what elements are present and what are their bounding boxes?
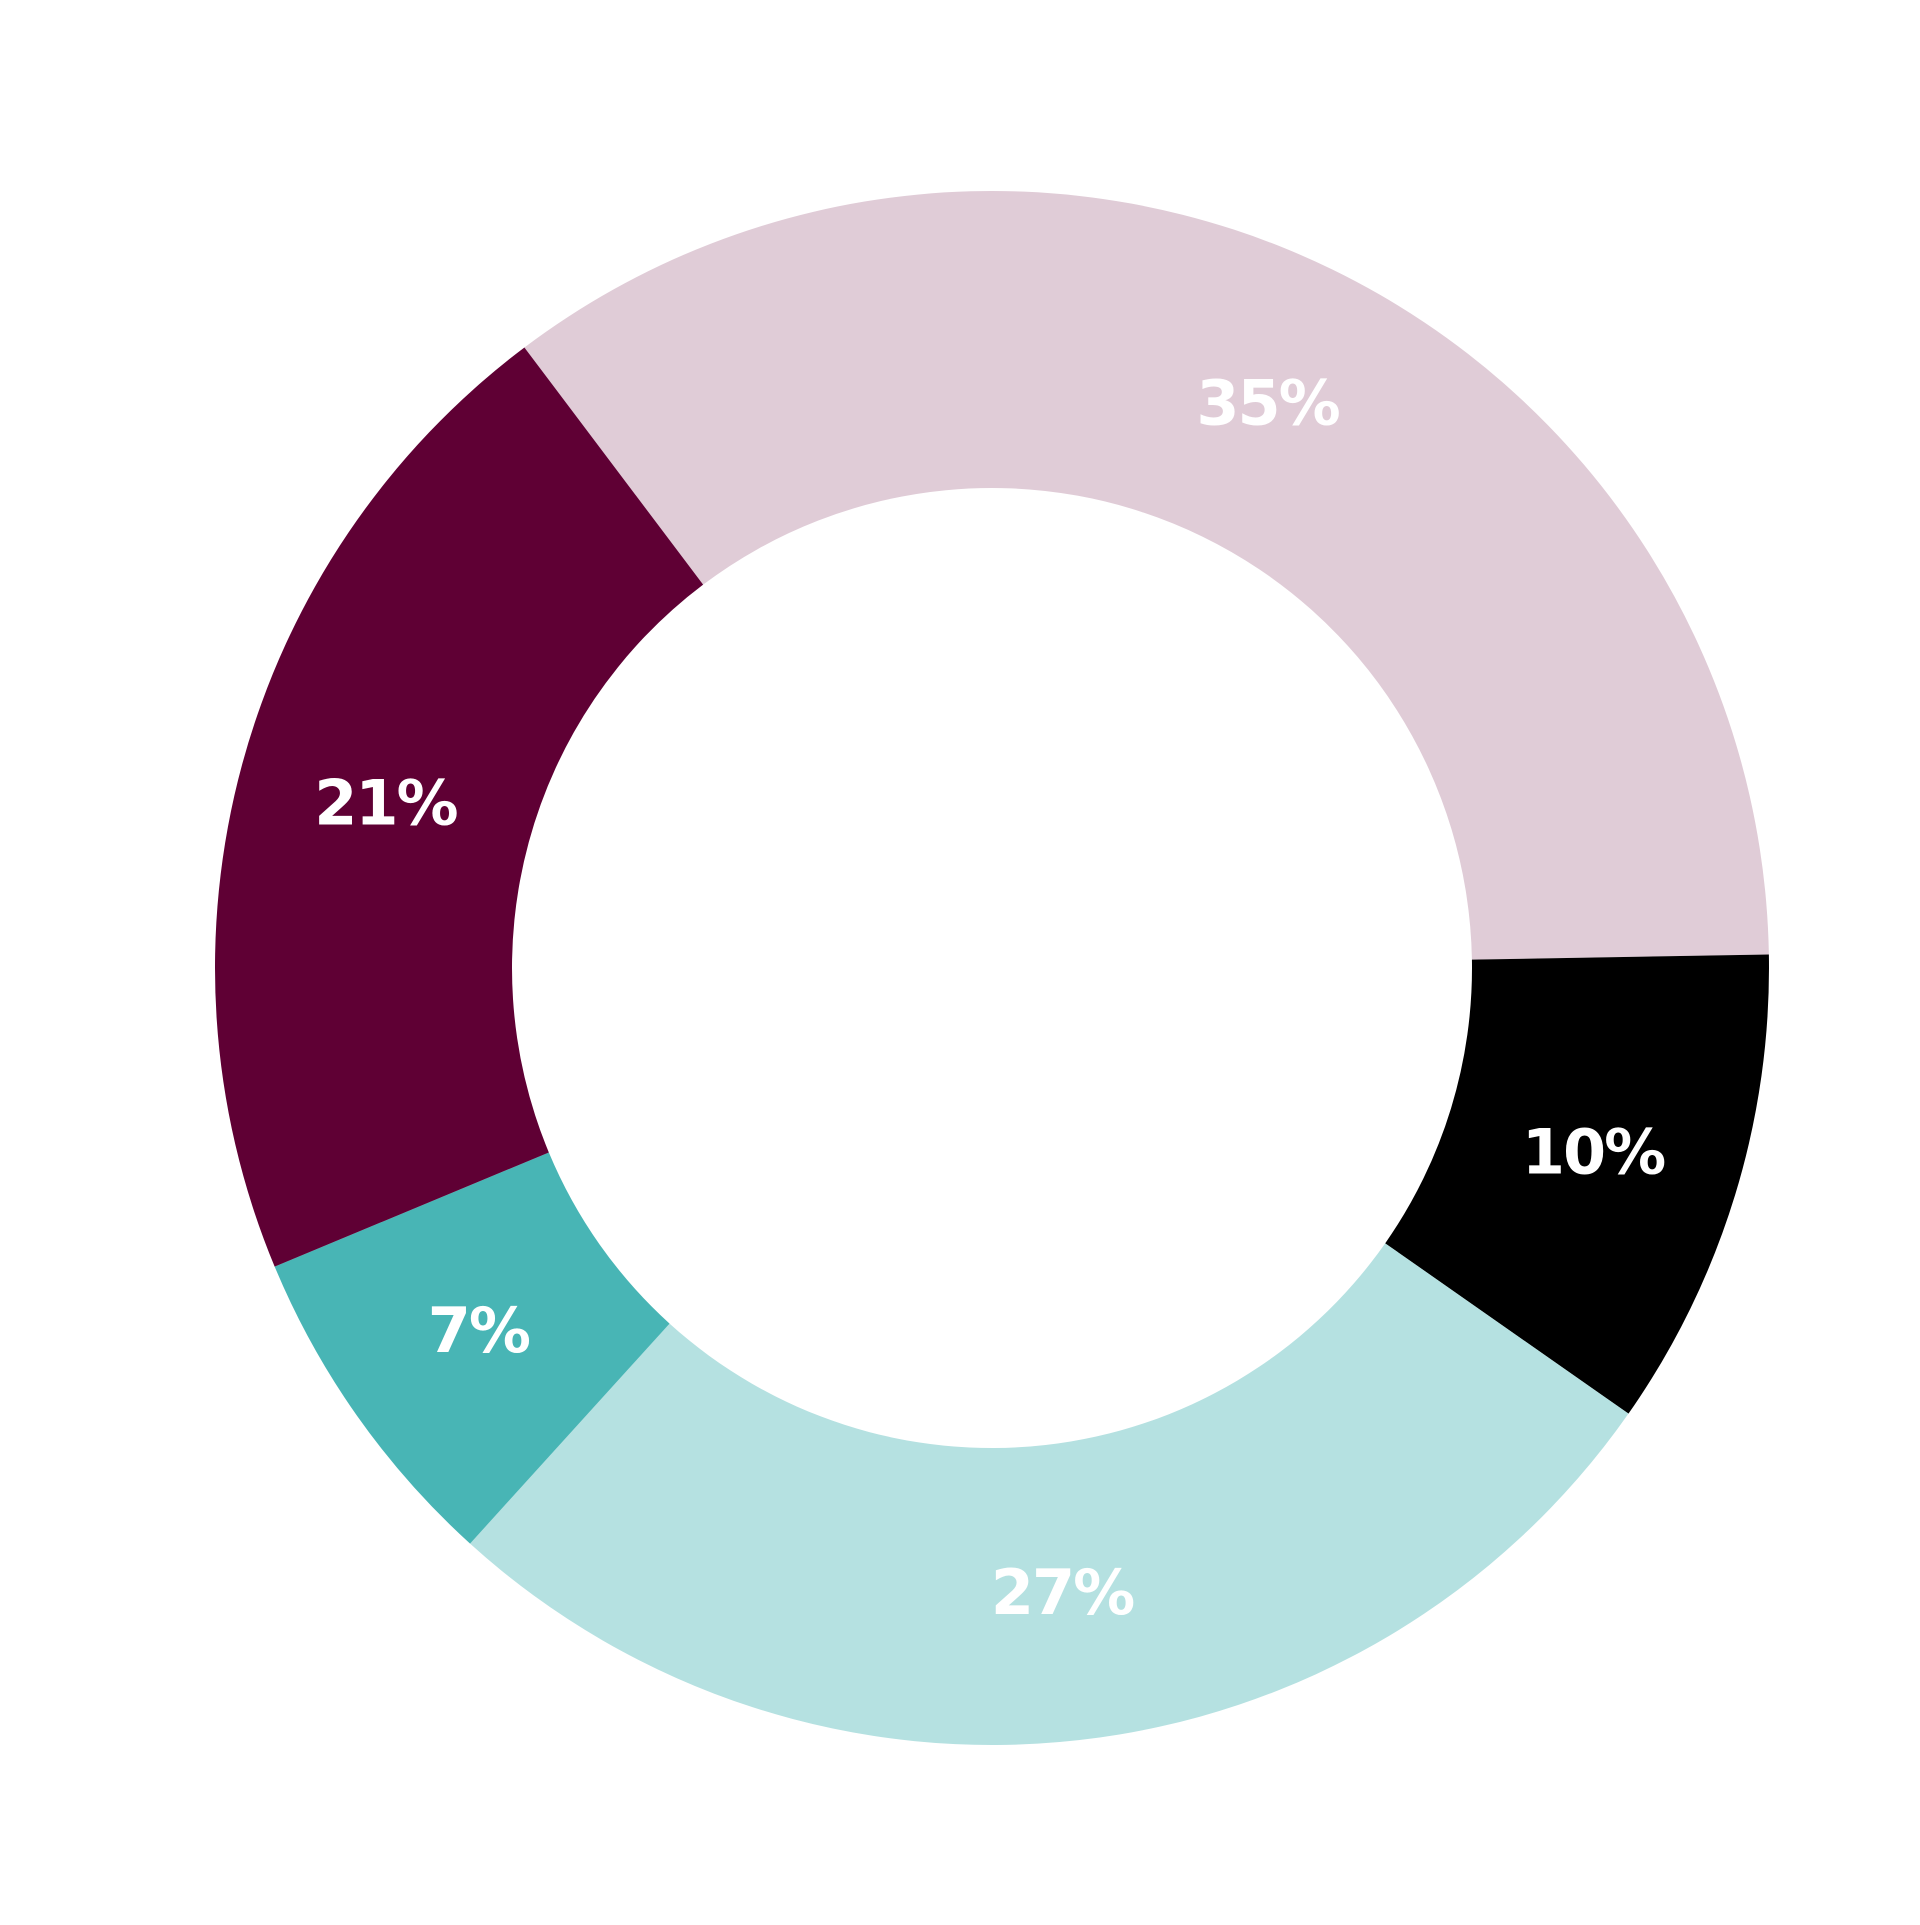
slice-label-4: 7% — [428, 1294, 530, 1367]
slice-label-2: 10% — [1522, 1115, 1665, 1188]
donut-slice-4 — [274, 1152, 670, 1544]
donut-slice-1 — [524, 190, 1769, 960]
slice-label-3: 27% — [991, 1556, 1134, 1629]
donut-slice-3 — [470, 1243, 1629, 1746]
donut-slice-5 — [214, 347, 704, 1267]
labels-layer: 35% 10% 27% 7% 21% — [314, 367, 1667, 1629]
slice-label-1: 35% — [1196, 367, 1339, 440]
slices-layer — [214, 190, 1770, 1746]
slice-label-5: 21% — [314, 767, 457, 840]
donut-slice-2 — [1385, 954, 1770, 1414]
